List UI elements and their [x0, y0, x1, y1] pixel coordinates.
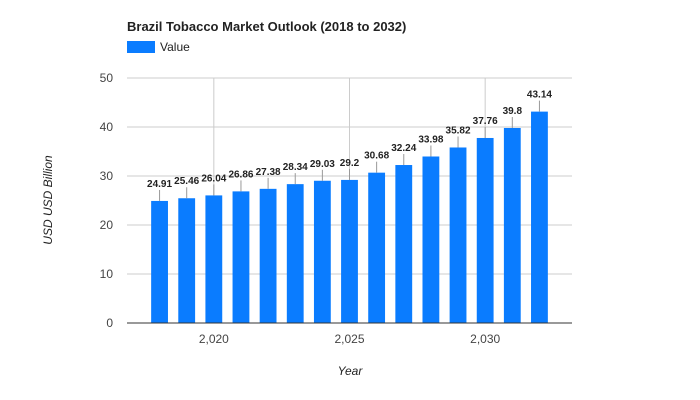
bar — [476, 137, 494, 323]
y-axis-ticks: 0 10 20 30 40 50 — [100, 71, 114, 330]
bar — [422, 156, 440, 323]
y-tick-label: 40 — [100, 120, 114, 134]
bar — [178, 198, 196, 323]
bar — [205, 195, 223, 323]
legend-swatch — [127, 41, 155, 53]
data-label: 28.34 — [283, 162, 308, 173]
x-tick-label: 2,025 — [334, 332, 364, 346]
bar — [259, 188, 277, 323]
bars — [151, 111, 548, 323]
bar — [151, 200, 168, 323]
data-label: 37.76 — [473, 116, 498, 127]
y-tick-label: 0 — [106, 316, 113, 330]
data-label: 24.91 — [147, 179, 172, 190]
data-label: 26.04 — [201, 173, 226, 184]
bar — [232, 191, 250, 323]
y-axis-label: USD USD Billion — [41, 155, 55, 245]
data-label-leaders — [159, 100, 540, 201]
bar — [313, 180, 331, 323]
x-tick-label: 2,030 — [470, 332, 500, 346]
bar — [395, 165, 413, 323]
bar — [503, 127, 521, 323]
bar — [368, 172, 386, 323]
y-tick-label: 10 — [100, 267, 114, 281]
bar — [531, 111, 548, 323]
x-axis-label: Year — [338, 364, 364, 378]
data-label: 26.86 — [228, 169, 253, 180]
data-label: 39.8 — [503, 106, 523, 117]
data-label: 43.14 — [527, 90, 552, 101]
bar — [341, 179, 358, 323]
data-label: 30.68 — [364, 151, 389, 162]
legend-label: Value — [160, 40, 190, 54]
data-label: 33.98 — [418, 134, 443, 145]
data-labels: 24.91 25.46 26.04 26.86 27.38 28.34 29.03 29.2 3… — [147, 90, 552, 190]
bar — [449, 147, 467, 323]
x-axis-ticks: 2,020 2,025 2,030 — [199, 332, 501, 346]
y-tick-label: 20 — [100, 218, 114, 232]
data-label: 29.03 — [310, 159, 335, 170]
chart-title: Brazil Tobacco Market Outlook (2018 to 2… — [127, 19, 406, 34]
data-label: 25.46 — [174, 176, 199, 187]
x-tick-label: 2,020 — [199, 332, 229, 346]
bar — [286, 184, 304, 323]
data-label: 27.38 — [256, 167, 281, 178]
data-label: 29.2 — [340, 158, 360, 169]
y-tick-label: 50 — [100, 71, 114, 85]
data-label: 35.82 — [446, 125, 471, 136]
data-label: 32.24 — [391, 143, 416, 154]
y-tick-label: 30 — [100, 169, 114, 183]
